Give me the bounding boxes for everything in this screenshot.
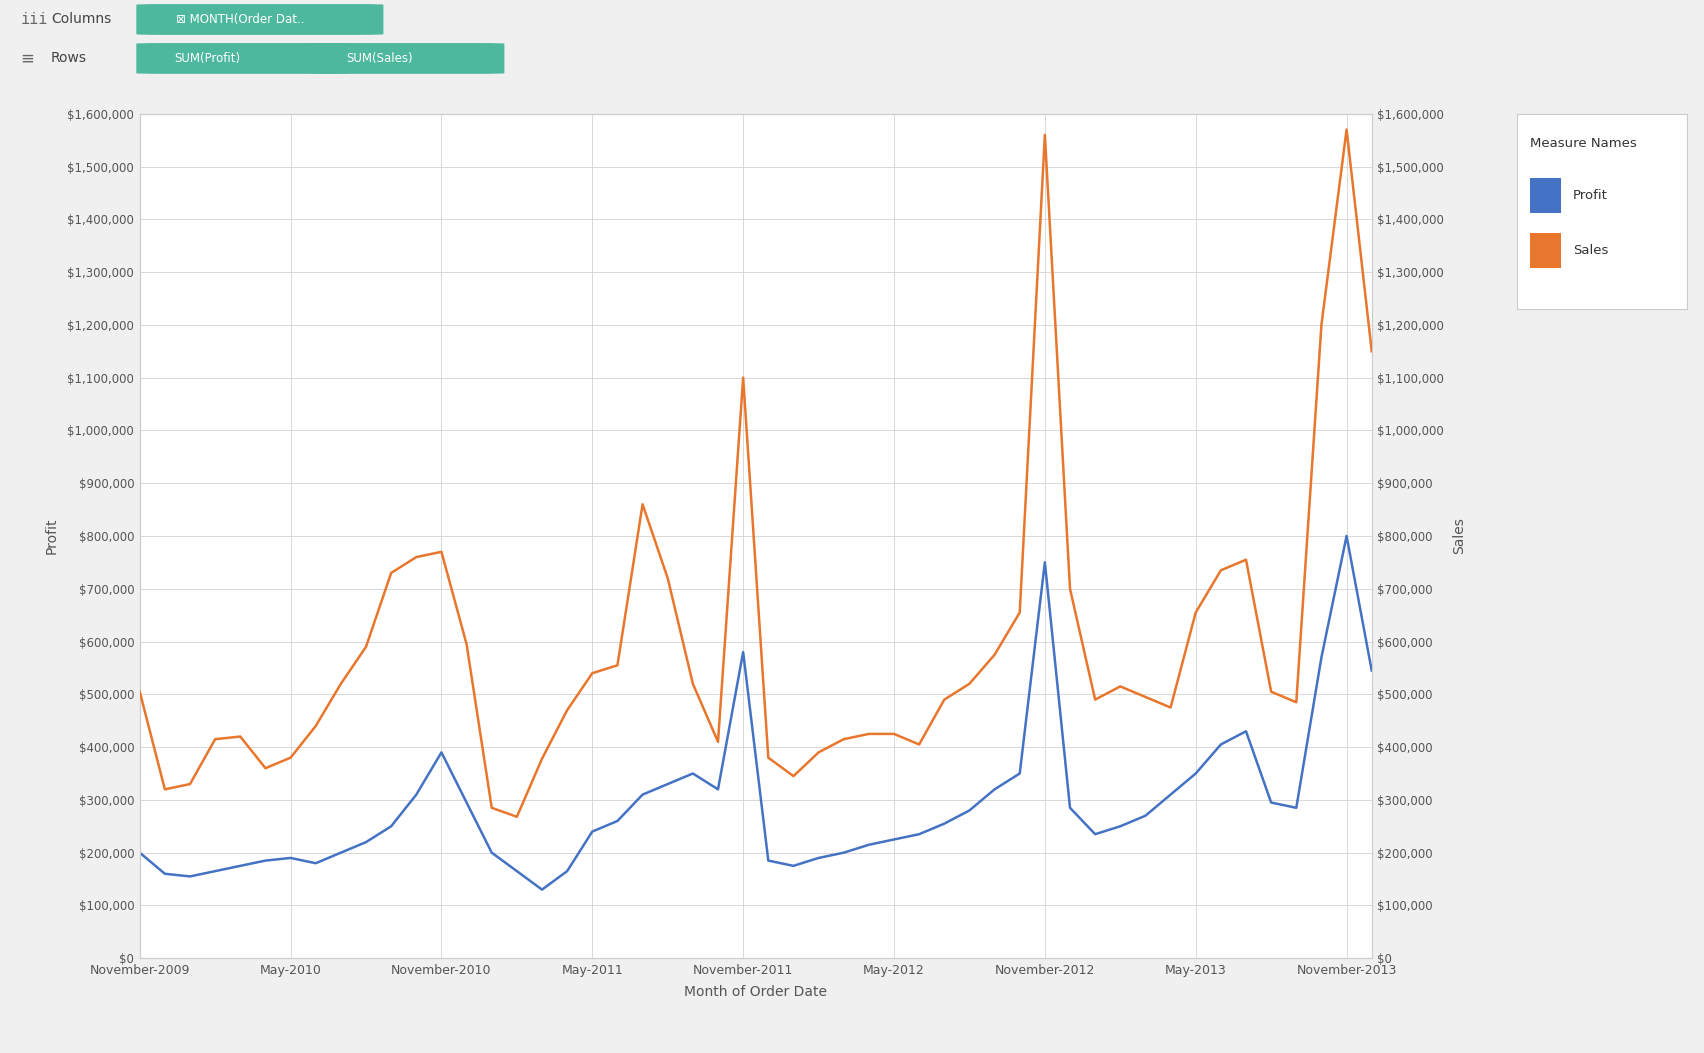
Bar — [1530, 178, 1561, 213]
Y-axis label: Profit: Profit — [44, 518, 60, 554]
Text: Sales: Sales — [1573, 243, 1609, 257]
Text: Profit: Profit — [1573, 190, 1607, 202]
FancyBboxPatch shape — [136, 43, 349, 74]
FancyBboxPatch shape — [308, 43, 504, 74]
Bar — [1530, 233, 1561, 267]
Text: ≡: ≡ — [20, 49, 34, 67]
Y-axis label: Sales: Sales — [1452, 517, 1467, 555]
Text: iii: iii — [20, 12, 48, 27]
Text: Columns: Columns — [51, 13, 111, 26]
X-axis label: Month of Order Date: Month of Order Date — [685, 986, 826, 999]
Text: Measure Names: Measure Names — [1530, 137, 1638, 151]
FancyBboxPatch shape — [136, 4, 383, 35]
Text: Rows: Rows — [51, 52, 87, 65]
Text: SUM(Profit): SUM(Profit) — [174, 52, 240, 65]
Text: SUM(Sales): SUM(Sales) — [346, 52, 412, 65]
Text: ⊠ MONTH(Order Dat..: ⊠ MONTH(Order Dat.. — [176, 13, 303, 26]
